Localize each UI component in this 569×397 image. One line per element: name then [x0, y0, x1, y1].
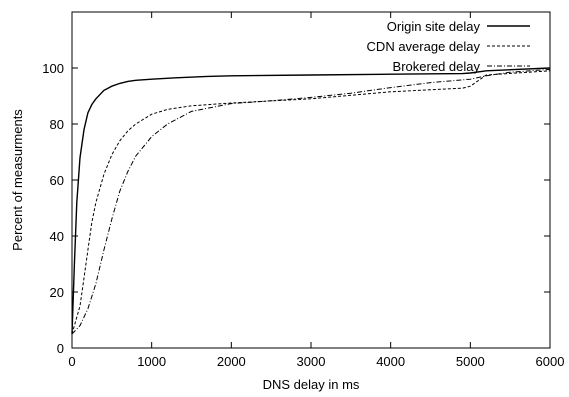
x-tick-label: 0 [68, 354, 75, 369]
y-tick-label: 100 [42, 61, 64, 76]
series-line-3 [71, 68, 551, 335]
series-line-1 [71, 67, 551, 335]
legend-label-3: Brokered delay [393, 59, 481, 74]
legend-label-2: CDN average delay [367, 39, 481, 54]
x-tick-label: 1000 [137, 354, 166, 369]
x-tick-label: 2000 [217, 354, 246, 369]
y-tick-label: 80 [50, 117, 64, 132]
series-line-2 [71, 70, 551, 335]
x-tick-label: 4000 [376, 354, 405, 369]
legend-label-1: Origin site delay [387, 19, 481, 34]
x-tick-label: 5000 [456, 354, 485, 369]
x-tick-label: 6000 [536, 354, 565, 369]
x-axis-title: DNS delay in ms [263, 377, 360, 392]
axis-ticks: 0 1000 2000 3000 4000 5000 6000 0 20 40 60 80 100 [42, 12, 564, 369]
y-tick-label: 0 [57, 341, 64, 356]
legend: Origin site delay CDN average delay Broker… [367, 19, 530, 74]
y-tick-label: 40 [50, 229, 64, 244]
x-tick-label: 3000 [297, 354, 326, 369]
y-axis-title: Percent of measurments [10, 109, 25, 251]
y-tick-label: 20 [50, 285, 64, 300]
y-tick-label: 60 [50, 173, 64, 188]
series-lines [71, 67, 551, 335]
